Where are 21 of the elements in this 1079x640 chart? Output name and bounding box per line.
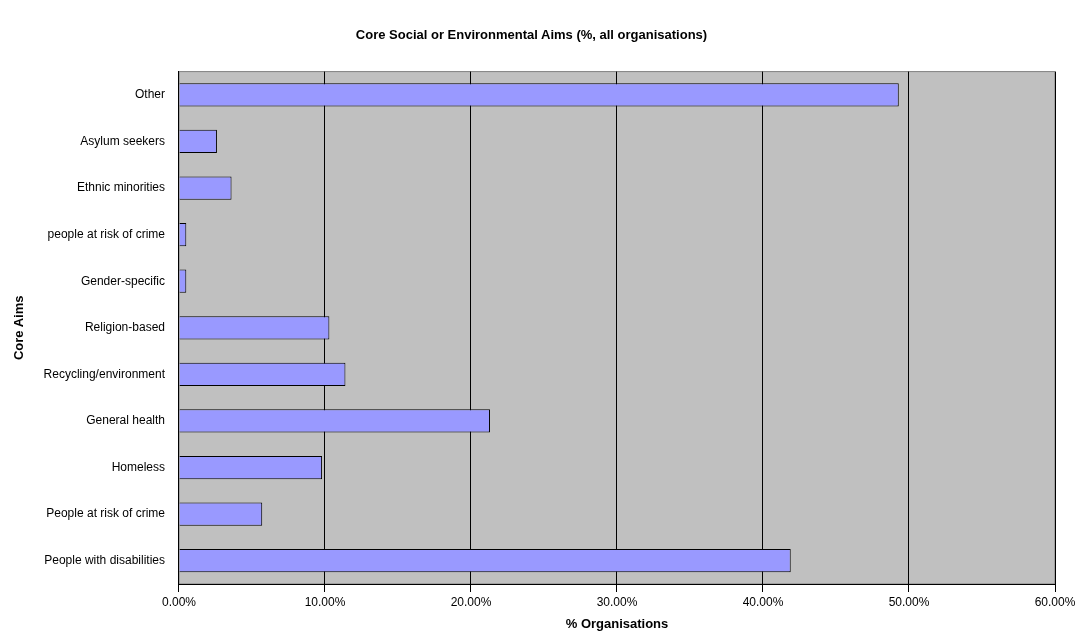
x-tick-label: 20.00% — [450, 594, 492, 609]
x-tick-label: 50.00% — [888, 594, 930, 609]
chart-title: Core Social or Environmental Aims (%, all organisations) — [355, 27, 708, 43]
x-tick-label: 10.00% — [304, 594, 346, 609]
y-tick-label: People at risk of crime — [46, 506, 166, 521]
y-tick-label: Recycling/environment — [43, 366, 166, 381]
y-tick-label: Asylum seekers — [80, 133, 165, 148]
x-tick-label: 60.00% — [1034, 594, 1076, 609]
x-axis-title: % Organisations — [565, 615, 669, 631]
x-tick-label: 30.00% — [596, 594, 638, 609]
y-tick-label: Ethnic minorities — [76, 180, 165, 195]
y-tick-label: People with disabilities — [44, 553, 165, 568]
x-tick-label: 0.00% — [161, 594, 197, 609]
y-tick-label: Homeless — [111, 459, 165, 474]
y-tick-label: Other — [134, 87, 165, 102]
y-tick-label: Gender-specific — [80, 273, 165, 288]
y-tick-label: General health — [86, 413, 165, 428]
y-tick-label: people at risk of crime — [47, 226, 166, 241]
y-tick-label: Religion-based — [84, 320, 165, 335]
y-axis-title: Core Aims — [11, 295, 27, 361]
x-tick-label: 40.00% — [742, 594, 784, 609]
